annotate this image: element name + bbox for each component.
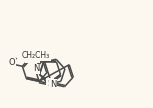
- Text: CH₂CH₃: CH₂CH₃: [22, 51, 50, 60]
- Text: N: N: [33, 64, 39, 73]
- Text: HO: HO: [26, 53, 39, 62]
- Text: S: S: [47, 79, 53, 87]
- Text: N: N: [50, 79, 56, 89]
- Text: O: O: [8, 58, 15, 68]
